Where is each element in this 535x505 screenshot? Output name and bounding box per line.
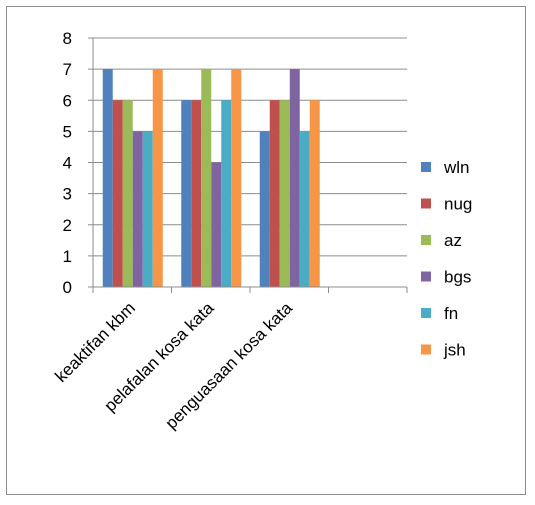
legend-swatch-nug [421, 198, 431, 209]
bar-jsh [309, 100, 320, 287]
bar-bgs [132, 131, 143, 287]
bar-nug [112, 100, 123, 287]
legend-label-nug: nug [444, 195, 472, 214]
bar-jsh [231, 69, 242, 287]
y-tick-label: 7 [63, 60, 72, 79]
y-tick-label: 5 [63, 122, 72, 141]
legend-label-jsh: jsh [443, 341, 466, 360]
y-tick-label: 1 [63, 247, 72, 266]
bar-az [279, 100, 290, 287]
bar-az [201, 69, 212, 287]
legend-swatch-jsh [421, 344, 431, 355]
x-category-label: keaktifan kbm [51, 298, 139, 386]
bar-az [122, 100, 133, 287]
legend-label-wln: wln [443, 158, 470, 177]
bar-wln [259, 131, 270, 287]
bar-nug [191, 100, 202, 287]
y-axis-ticks: 0 1 2 3 4 5 6 7 8 [63, 29, 93, 297]
bar-fn [221, 100, 232, 287]
bar-fn [299, 131, 310, 287]
y-tick-label: 2 [63, 216, 72, 235]
legend-swatch-az [421, 235, 431, 245]
y-tick-label: 3 [63, 185, 72, 204]
x-category-label: penguasaan kosa kata [162, 298, 297, 433]
legend: wln nug az bgs fn jsh [421, 158, 472, 360]
bar-fn [142, 131, 153, 287]
y-tick-label: 0 [63, 278, 72, 297]
legend-swatch-wln [421, 162, 431, 172]
legend-label-az: az [444, 231, 462, 250]
bar-wln [102, 69, 113, 287]
legend-label-fn: fn [444, 304, 458, 323]
bars [102, 69, 320, 287]
bar-bgs [289, 69, 300, 287]
legend-swatch-fn [421, 308, 431, 318]
y-tick-label: 8 [63, 29, 72, 48]
y-tick-label: 4 [63, 154, 72, 173]
bar-wln [181, 100, 192, 287]
legend-swatch-bgs [421, 271, 431, 282]
y-tick-label: 6 [63, 91, 72, 110]
bar-nug [269, 100, 280, 287]
legend-label-bgs: bgs [444, 268, 471, 287]
bar-bgs [211, 162, 222, 287]
bar-jsh [152, 69, 163, 287]
